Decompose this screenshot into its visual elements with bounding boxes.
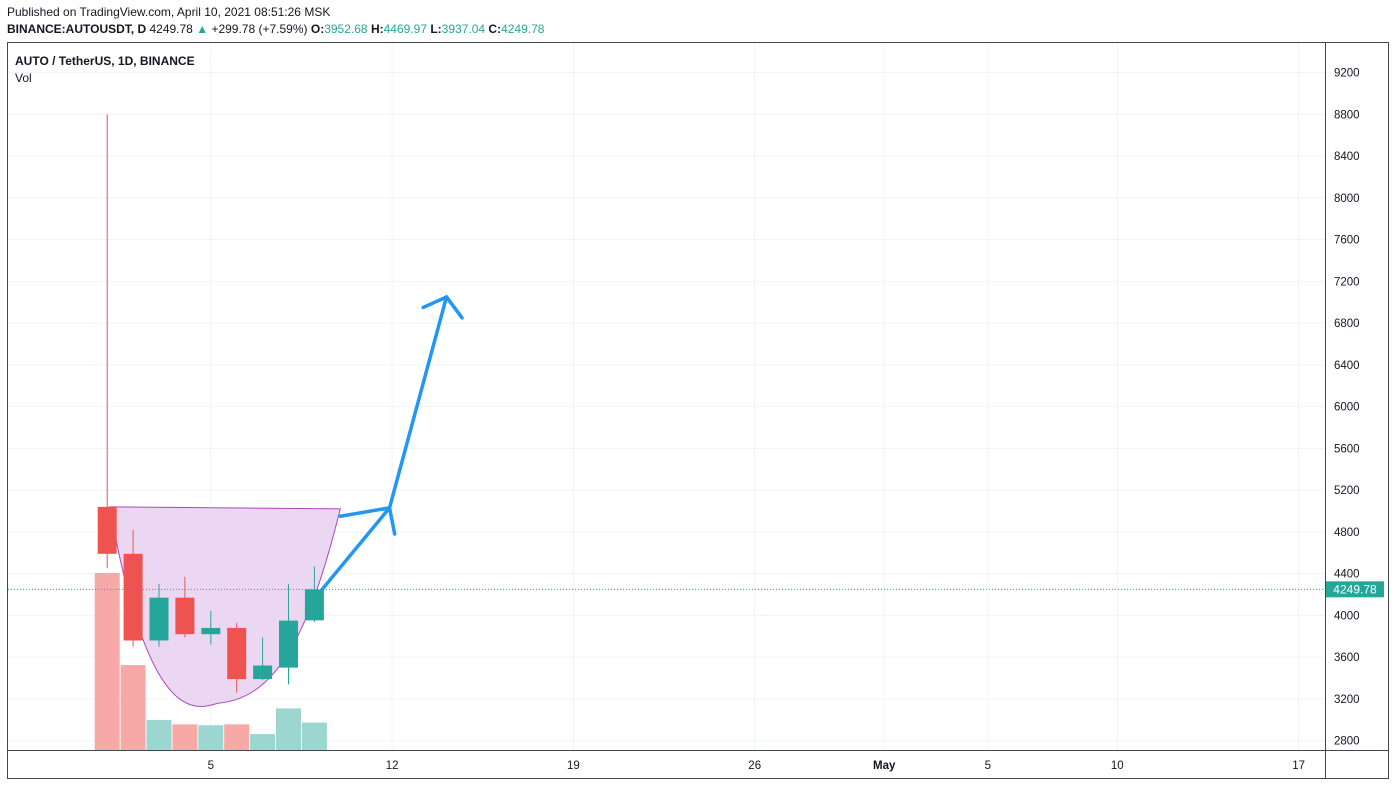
y-tick-label: 8000 <box>1334 193 1360 205</box>
candle-body <box>227 627 247 680</box>
open-label: O: <box>310 22 325 36</box>
candle-body <box>149 597 169 641</box>
close-label: C: <box>488 22 502 36</box>
x-tick-label: 12 <box>386 760 399 772</box>
chart-legend: AUTO / TetherUS, 1D, BINANCE Vol <box>15 53 195 87</box>
close-value: 4249.78 <box>501 22 545 36</box>
symbol-title[interactable]: AUTO / TetherUS, 1D, BINANCE <box>15 54 195 68</box>
candle-body <box>97 506 117 554</box>
volume-bar <box>276 708 301 750</box>
volume-bar <box>94 573 120 750</box>
arrow-stub <box>338 506 392 518</box>
volume-bar <box>146 719 172 750</box>
ohlc-header: BINANCE:AUTOUSDT, D 4249.78 ▲ +299.78 (+… <box>7 22 544 36</box>
last-price-tag-label: 4249.78 <box>1333 582 1377 596</box>
volume-bar <box>198 725 224 750</box>
candles <box>97 114 324 693</box>
y-tick-label: 8400 <box>1334 151 1360 163</box>
arrow-head-small <box>387 506 397 536</box>
candle-body <box>123 553 143 641</box>
x-tick-label: 5 <box>985 760 991 772</box>
y-tick-label: 6800 <box>1334 318 1360 330</box>
arrow-head-left <box>421 295 449 310</box>
price-axis[interactable]: 2800 3200 3600 4000 4400 4800 5200 5600 6000 6400… <box>1334 68 1360 748</box>
volume-bar <box>120 665 146 750</box>
y-tick-label: 6400 <box>1334 360 1360 372</box>
y-tick-label: 6000 <box>1334 402 1360 414</box>
forecast-arrow <box>320 295 464 592</box>
y-tick-label: 9200 <box>1334 68 1360 80</box>
y-tick-label: 4400 <box>1334 569 1360 581</box>
y-tick-label: 3200 <box>1334 694 1360 706</box>
candle-body <box>279 620 298 668</box>
candle-body <box>201 627 221 635</box>
y-tick-label: 4000 <box>1334 610 1360 622</box>
y-tick-label: 5200 <box>1334 485 1360 497</box>
x-tick-label: 26 <box>748 760 761 772</box>
high-label: H: <box>370 22 384 36</box>
ticker-label: BINANCE:AUTOUSDT, D <box>7 22 147 36</box>
x-tick-label: 10 <box>1111 760 1124 772</box>
arrow-path <box>320 295 449 592</box>
y-tick-label: 7600 <box>1334 235 1360 247</box>
last-price-tag <box>1326 581 1384 598</box>
x-tick-label: May <box>873 760 896 772</box>
volume-bar <box>301 722 327 750</box>
y-tick-label: 5600 <box>1334 443 1360 455</box>
y-tick-label: 8800 <box>1334 109 1360 121</box>
published-caption: Published on TradingView.com, April 10, … <box>7 5 331 19</box>
high-value: 4469.97 <box>383 22 427 36</box>
change-arrow-icon: ▲ <box>196 22 209 36</box>
volume-bar <box>250 734 276 750</box>
candle-body <box>175 597 195 635</box>
x-tick-label: 17 <box>1292 760 1305 772</box>
y-tick-label: 3600 <box>1334 652 1360 664</box>
volume-bar <box>224 724 250 750</box>
y-tick-label: 2800 <box>1334 736 1360 748</box>
change-value: +299.78 (+7.59%) <box>211 22 308 36</box>
x-tick-label: 5 <box>208 760 214 772</box>
volume-legend[interactable]: Vol <box>15 71 32 85</box>
candle-body <box>253 665 273 680</box>
open-value: 3952.68 <box>324 22 368 36</box>
time-axis[interactable]: 5 12 19 26 May 5 10 17 <box>208 760 1305 772</box>
low-value: 3937.04 <box>441 22 486 36</box>
volume-bars <box>94 573 327 750</box>
volume-bar <box>172 724 198 750</box>
candle-body <box>304 589 324 621</box>
arrow-head-right <box>444 295 464 320</box>
chart-border <box>7 42 1389 779</box>
y-tick-label: 7200 <box>1334 276 1360 288</box>
y-tick-label: 4800 <box>1334 527 1360 539</box>
low-label: L: <box>430 22 442 36</box>
last-price: 4249.78 <box>149 22 193 36</box>
last-price-line: 4249.78 <box>8 581 1384 598</box>
x-tick-label: 19 <box>567 760 580 772</box>
